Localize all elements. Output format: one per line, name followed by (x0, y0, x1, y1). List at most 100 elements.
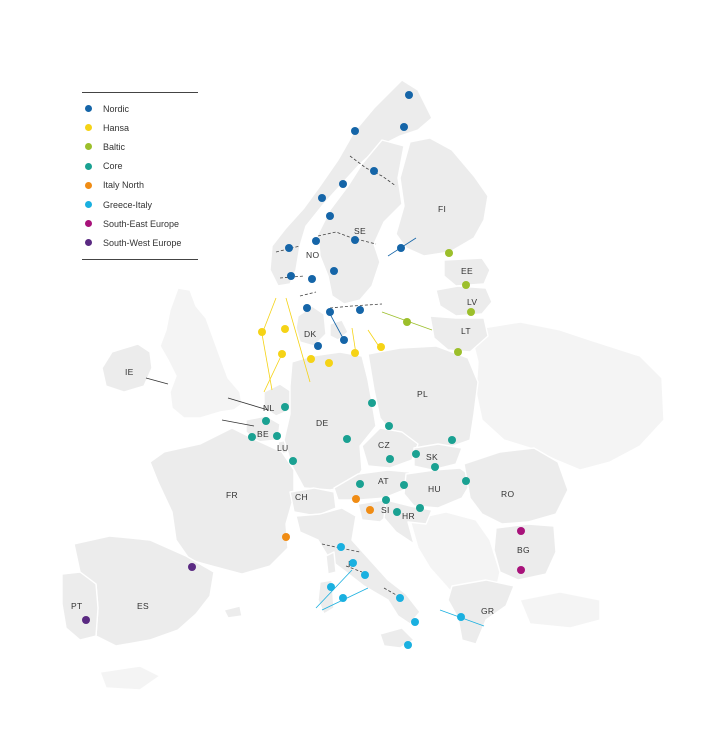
marker-nordic (356, 306, 364, 314)
label-be: BE (257, 429, 269, 439)
label-lu: LU (277, 443, 288, 453)
legend-dot (85, 239, 92, 247)
legend-label: Italy North (103, 180, 145, 191)
label-pt: PT (71, 601, 82, 611)
legend-dot (85, 201, 92, 209)
legend-list: Nordic Hansa Baltic Core Italy North Gre… (82, 99, 198, 253)
marker-greece-italy (404, 641, 412, 649)
marker-nordic (285, 244, 293, 252)
legend-item-hansa: Hansa (82, 118, 198, 137)
legend-label: Nordic (103, 103, 130, 114)
legend-label: South-East Europe (103, 218, 180, 229)
label-de: DE (316, 418, 328, 428)
marker-core (386, 455, 394, 463)
germany-shape (283, 351, 377, 491)
outside-countries (99, 287, 665, 691)
label-hr: HR (402, 511, 415, 521)
label-si: SI (381, 505, 390, 515)
marker-nordic (312, 237, 320, 245)
label-cz: CZ (378, 440, 390, 450)
legend-item-south-east-europe: South-East Europe (82, 214, 198, 233)
legend-top-rule (82, 92, 198, 93)
denmark-shape (295, 305, 327, 347)
marker-hansa (278, 350, 286, 358)
legend-item-baltic: Baltic (82, 137, 198, 156)
legend-label: Greece-Italy (103, 199, 153, 210)
label-fi: FI (438, 204, 446, 214)
dashed-border-no-se (349, 155, 397, 187)
marker-greece-italy (339, 594, 347, 602)
lithuania-shape (429, 315, 489, 353)
portugal-shape (61, 571, 99, 641)
marker-nordic (326, 308, 334, 316)
bulgaria-shape (493, 523, 557, 581)
latvia-shape (435, 285, 493, 317)
marker-core (431, 463, 439, 471)
marker-core (412, 450, 420, 458)
marker-nordic (400, 123, 408, 131)
marker-hansa (325, 359, 333, 367)
marker-greece-italy (337, 543, 345, 551)
marker-nordic (303, 304, 311, 312)
marker-baltic (445, 249, 453, 257)
marker-baltic (403, 318, 411, 326)
label-sk: SK (426, 452, 438, 462)
region-markers (82, 91, 525, 649)
dashed-border-se-zones (317, 231, 377, 245)
label-nl: NL (263, 403, 274, 413)
nordic-link-se-dk (329, 313, 345, 341)
marker-nordic (397, 244, 405, 252)
marker-nordic (287, 272, 295, 280)
dashed-border-se-south (329, 303, 383, 309)
ireland-shape (101, 343, 153, 393)
marker-greece-italy (327, 583, 335, 591)
label-at: AT (378, 476, 389, 486)
label-es: ES (137, 601, 149, 611)
marker-south-east-europe (517, 566, 525, 574)
label-bg: BG (517, 545, 530, 555)
marker-hansa (307, 355, 315, 363)
marker-baltic (467, 308, 475, 316)
marker-core (400, 481, 408, 489)
legend-bottom-rule (82, 258, 198, 260)
legend-label: Core (103, 161, 123, 172)
marker-nordic (314, 342, 322, 350)
switzerland-shape (289, 487, 337, 517)
hansa-link-4 (263, 353, 283, 393)
label-ie: IE (125, 367, 134, 377)
label-no: NO (306, 250, 319, 260)
marker-hansa (351, 349, 359, 357)
marker-nordic (326, 212, 334, 220)
marker-hansa (258, 328, 266, 336)
legend-dot (85, 105, 92, 113)
marker-greece-italy (361, 571, 369, 579)
marker-core (416, 504, 424, 512)
corsica-shape (325, 551, 337, 575)
label-gr: GR (481, 606, 494, 616)
label-hu: HU (428, 484, 441, 494)
legend-item-italy-north: Italy North (82, 176, 198, 195)
hungary-shape (403, 467, 475, 509)
slovakia-shape (413, 443, 463, 471)
dashed-border-it-zones (321, 543, 399, 597)
marker-core (382, 496, 390, 504)
marker-baltic (454, 348, 462, 356)
marker-italy-north (352, 495, 360, 503)
member-countries (61, 79, 569, 649)
legend-item-core: Core (82, 157, 198, 176)
legend-item-south-west-europe: South-West Europe (82, 233, 198, 252)
legend-dot (85, 162, 92, 170)
marker-south-east-europe (517, 527, 525, 535)
marker-core (248, 433, 256, 441)
label-pl: PL (417, 389, 428, 399)
legend-label: South-West Europe (103, 237, 182, 248)
marker-greece-italy (349, 559, 357, 567)
label-ch: CH (295, 492, 308, 502)
marker-nordic (339, 180, 347, 188)
marker-core (393, 508, 401, 516)
romania-shape (463, 447, 569, 525)
balearics-shape (223, 605, 243, 619)
label-ee: EE (461, 266, 473, 276)
marker-hansa (377, 343, 385, 351)
marker-nordic (318, 194, 326, 202)
